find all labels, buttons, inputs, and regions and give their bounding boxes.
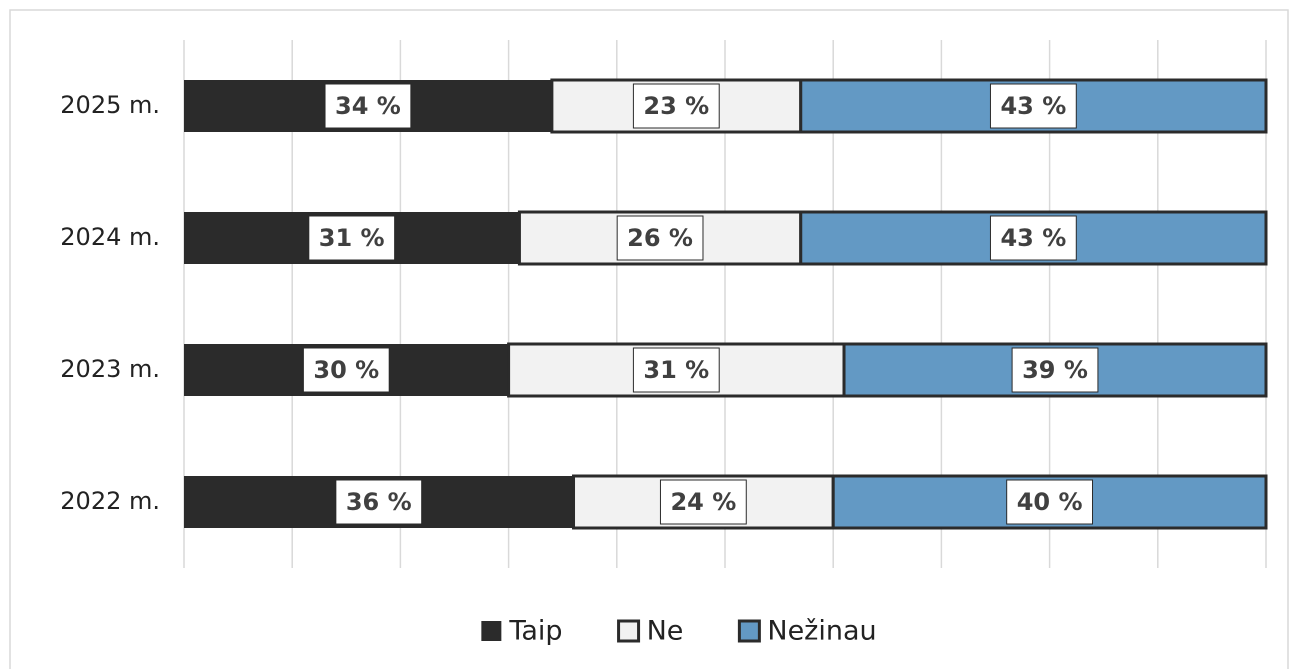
- legend-swatch: [737, 619, 761, 643]
- y-tick-label: 2023 m.: [60, 355, 160, 383]
- legend-label: Taip: [508, 616, 562, 647]
- y-tick-label: 2025 m.: [60, 91, 160, 119]
- value-label: 31 %: [319, 224, 385, 252]
- value-label-box: [989, 215, 1077, 261]
- value-label: 36 %: [346, 488, 412, 516]
- value-label-box: [324, 83, 412, 129]
- value-label: 26 %: [627, 224, 693, 252]
- value-label-box: [1006, 479, 1094, 525]
- value-label: 43 %: [1000, 92, 1066, 120]
- value-label-box: [632, 83, 720, 129]
- value-label-box: [632, 347, 720, 393]
- value-label: 34 %: [335, 92, 401, 120]
- value-label-box: [308, 215, 396, 261]
- legend-label: Ne: [647, 616, 684, 647]
- value-label: 30 %: [313, 356, 379, 384]
- value-label-box: [302, 347, 390, 393]
- legend-swatch: [481, 621, 502, 641]
- value-label-box: [659, 479, 747, 525]
- value-label-box: [1011, 347, 1099, 393]
- value-label: 43 %: [1000, 224, 1066, 252]
- y-tick-label: 2024 m.: [60, 223, 160, 251]
- value-label: 39 %: [1022, 356, 1088, 384]
- legend-swatch: [617, 619, 641, 643]
- value-label-box: [335, 479, 423, 525]
- value-label-box: [616, 215, 704, 261]
- legend-label: Nežinau: [767, 616, 876, 647]
- value-label: 23 %: [643, 92, 709, 120]
- value-label: 31 %: [643, 356, 709, 384]
- y-tick-label: 2022 m.: [60, 487, 160, 515]
- value-label: 24 %: [670, 488, 736, 516]
- value-label: 40 %: [1017, 488, 1083, 516]
- value-label-box: [989, 83, 1077, 129]
